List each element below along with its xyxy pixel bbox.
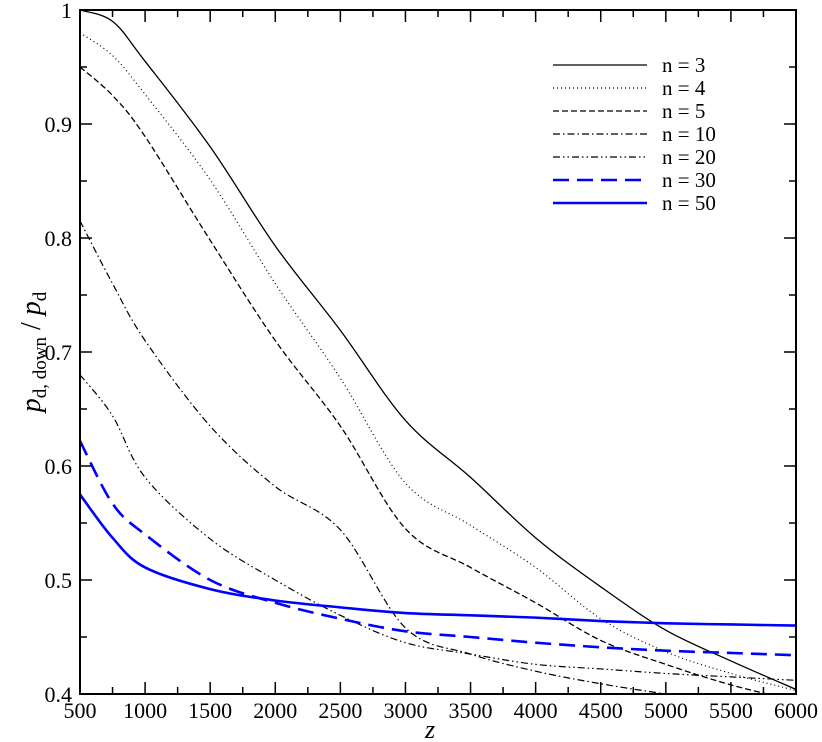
x-tick-label: 6000 bbox=[774, 698, 818, 723]
series-line-4 bbox=[80, 32, 796, 692]
x-tick-label: 2500 bbox=[318, 698, 362, 723]
y-tick-label: 0.6 bbox=[45, 454, 73, 479]
x-tick-label: 1000 bbox=[123, 698, 167, 723]
legend-item: n = 3 bbox=[553, 53, 705, 77]
x-tick-label: 5000 bbox=[644, 698, 688, 723]
x-tick-label: 5500 bbox=[709, 698, 753, 723]
series-line-3 bbox=[80, 10, 796, 691]
x-tick-label: 4000 bbox=[514, 698, 558, 723]
series-line-10 bbox=[80, 220, 670, 694]
series-line-5 bbox=[80, 66, 770, 694]
legend-item: n = 5 bbox=[553, 99, 705, 123]
x-tick-label: 3000 bbox=[383, 698, 427, 723]
x-tick-label: 4500 bbox=[579, 698, 623, 723]
legend: n = 3n = 4n = 5n = 10n = 20n = 30n = 50 bbox=[553, 53, 716, 215]
y-tick-label: 0.4 bbox=[45, 682, 73, 707]
y-tick-label: 0.5 bbox=[45, 568, 73, 593]
x-tick-label: 500 bbox=[64, 698, 97, 723]
series-line-30 bbox=[80, 440, 796, 657]
x-axis-label: z bbox=[424, 715, 435, 742]
legend-label: n = 50 bbox=[662, 191, 716, 215]
legend-label: n = 5 bbox=[662, 99, 705, 123]
legend-item: n = 10 bbox=[553, 122, 716, 146]
y-label-slash: / bbox=[16, 315, 47, 337]
legend-label: n = 20 bbox=[662, 145, 716, 169]
legend-item: n = 4 bbox=[553, 76, 706, 100]
axis-ticks bbox=[79, 9, 797, 695]
y-label-p1: p bbox=[16, 398, 47, 414]
x-tick-labels: 500 1000 1500 2000 2500 3000 3500 4000 4500 5000 5… bbox=[64, 698, 819, 723]
legend-item: n = 30 bbox=[553, 168, 716, 192]
legend-label: n = 3 bbox=[662, 53, 705, 77]
series-line-50 bbox=[80, 493, 796, 627]
y-label-sub2: d bbox=[30, 291, 51, 301]
y-tick-labels: 0.4 0.5 0.6 0.7 0.8 0.9 1 bbox=[45, 0, 73, 707]
y-tick-label: 0.7 bbox=[45, 340, 73, 365]
x-tick-label: 1500 bbox=[188, 698, 232, 723]
legend-item: n = 20 bbox=[553, 145, 716, 169]
legend-label: n = 4 bbox=[662, 76, 706, 100]
legend-item: n = 50 bbox=[553, 191, 716, 215]
y-tick-label: 0.8 bbox=[45, 226, 73, 251]
y-axis-label: pd, down / pd bbox=[16, 291, 51, 414]
y-label-p2: p bbox=[16, 301, 47, 317]
legend-label: n = 30 bbox=[662, 168, 716, 192]
y-label-sub1: d, down bbox=[30, 337, 51, 399]
y-tick-label: 0.9 bbox=[45, 112, 73, 137]
legend-label: n = 10 bbox=[662, 122, 716, 146]
y-tick-label: 1 bbox=[61, 0, 72, 23]
x-tick-label: 2000 bbox=[253, 698, 297, 723]
x-tick-label: 3500 bbox=[449, 698, 493, 723]
series-line-20 bbox=[80, 374, 796, 681]
